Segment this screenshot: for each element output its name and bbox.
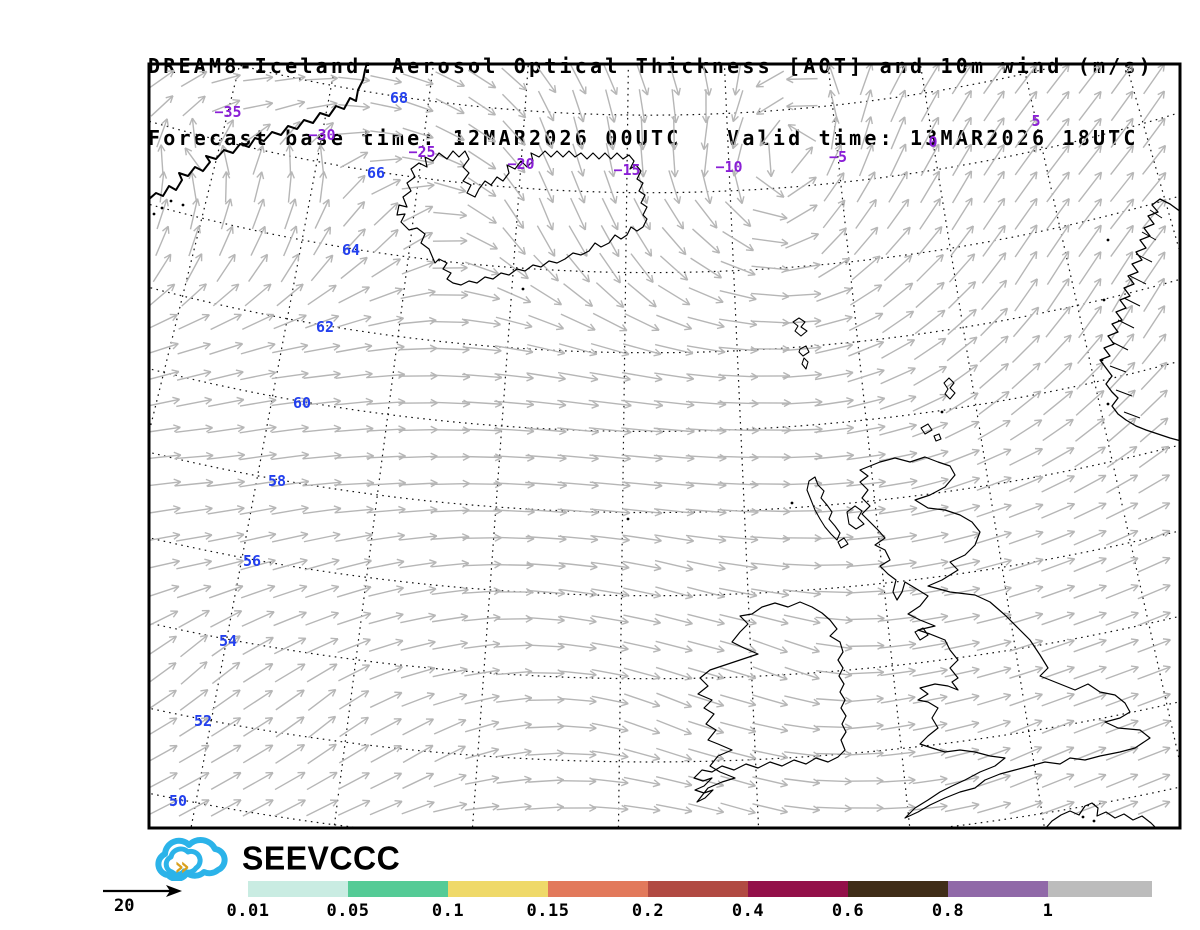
colorbar-segment-0.6 [848,881,948,897]
colorbar-label-0.1: 0.1 [431,901,465,921]
map-border [147,62,1182,830]
coastline-greenland [150,65,368,200]
seevccc-cloud-icon: » [155,837,228,881]
lon-label-−30: −30 [308,126,335,144]
colorbar-segment-0.2 [648,881,748,897]
coastline-isle-of-man [914,627,929,641]
colorbar-label-0.05: 0.05 [326,901,370,921]
lon-label-0: 0 [928,133,937,151]
coastline-norway-fjords [1109,209,1163,419]
lat-label-62: 62 [316,318,334,336]
colorbar-label-0.01: 0.01 [226,901,270,921]
lat-label-58: 58 [268,472,286,490]
lat-label-56: 56 [243,552,261,570]
coastline-faroe-islands [792,317,810,370]
colorbar-segment-1 [1048,881,1152,897]
coastline-iceland [396,150,648,286]
coastline-norway [1099,198,1179,442]
lat-label-54: 54 [219,632,237,650]
colorbar-label-0.6: 0.6 [831,901,865,921]
coastline-france-brittany [1045,802,1156,827]
lon-label-−20: −20 [507,155,534,173]
lat-label-50: 50 [169,792,187,810]
seevccc-logo: » SEEVCCC [148,834,400,882]
lon-label-5: 5 [1031,112,1040,130]
wind-reference-arrow-icon [103,885,182,897]
lat-label-68: 68 [390,89,408,107]
colorbar-segment-0.8 [948,881,1048,897]
lon-label-−10: −10 [715,158,742,176]
colorbar-segment-0.01 [248,881,348,897]
colorbar-segment-0.15 [548,881,648,897]
lat-label-66: 66 [367,164,385,182]
colorbar-segment-0.4 [748,881,848,897]
lon-label-−25: −25 [408,143,435,161]
colorbar-label-0.2: 0.2 [631,901,665,921]
colorbar-label-1: 1 [1042,901,1054,921]
colorbar-label-0.4: 0.4 [731,901,765,921]
wind-reference: 20 [100,880,220,924]
lon-label-−35: −35 [214,103,241,121]
lat-label-64: 64 [342,241,360,259]
lat-label-60: 60 [293,394,311,412]
wind-reference-value: 20 [114,896,135,916]
logo-chevron-icon: » [174,852,190,881]
coastline-ireland [693,601,847,803]
lon-label-−15: −15 [613,161,640,179]
colorbar-segment-0.1 [448,881,548,897]
coastline-great-britain [859,456,1151,819]
colorbar-label-0.15: 0.15 [526,901,570,921]
colorbar-label-0.8: 0.8 [931,901,965,921]
lon-label-−5: −5 [829,148,847,166]
coastline-orkney [920,423,942,442]
coastline-shetland [943,377,956,400]
coastline-outer-hebrides [806,476,865,549]
colorbar-segment-0.05 [348,881,448,897]
logo-text: SEEVCCC [242,838,401,877]
lat-label-52: 52 [194,712,212,730]
